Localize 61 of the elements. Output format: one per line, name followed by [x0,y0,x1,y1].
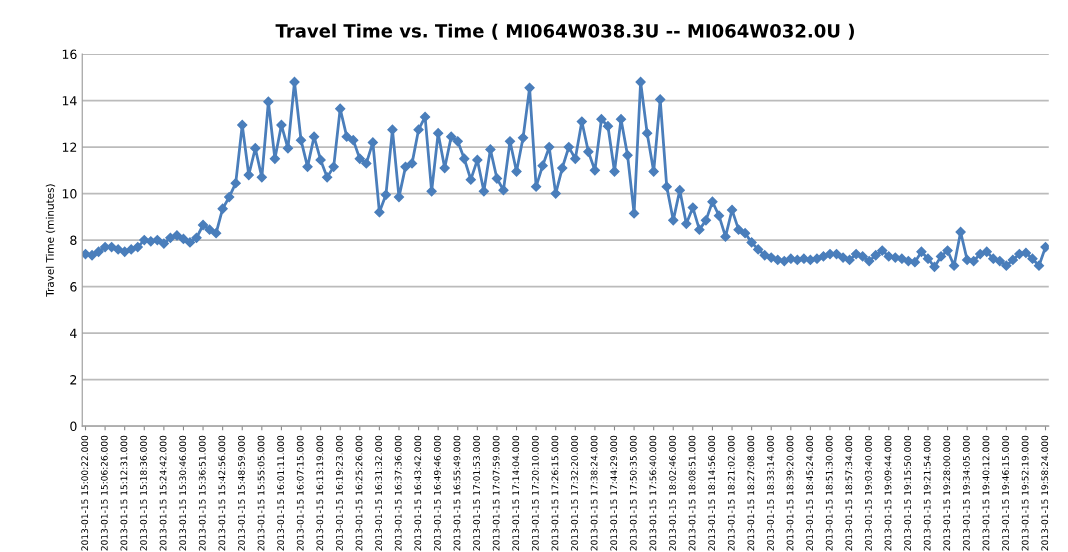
x-tick-label: 2013-01-15 18:51:30.000 [825,435,833,551]
y-tick-label: 0 [70,421,77,432]
x-tick-label: 2013-01-15 16:55:49.000 [453,435,461,551]
x-tick-label: 2013-01-15 17:07:59.000 [492,435,500,551]
x-tick-label: 2013-01-15 15:06:26.000 [100,435,108,551]
x-tick-label: 2013-01-15 15:36:51.000 [198,435,206,551]
x-tick-label: 2013-01-15 16:37:36.000 [394,435,402,551]
y-tick-label: 8 [70,235,77,246]
x-tick-label: 2013-01-15 16:25:26.000 [355,435,363,551]
x-tick-label: 2013-01-15 19:52:19.000 [1021,435,1029,551]
x-tick-label: 2013-01-15 19:28:00.000 [943,435,951,551]
x-tick-label: 2013-01-15 18:02:46.000 [669,435,676,551]
x-tick-label: 2013-01-15 17:50:35.000 [629,435,637,551]
x-tick-label: 2013-01-15 17:01:53.000 [473,435,480,551]
x-tick-label: 2013-01-15 17:20:10.000 [531,435,539,551]
x-tick-label: 2013-01-15 16:01:11.000 [277,435,285,551]
x-tick-label: 2013-01-15 16:19:23.000 [335,435,343,551]
x-tick-label: 2013-01-15 18:21:02.000 [727,435,735,551]
x-tick-label: 2013-01-15 19:09:44.000 [884,435,892,551]
x-tick-label: 2013-01-15 15:30:46.000 [179,435,187,551]
x-tick-label: 2013-01-15 18:27:08.000 [747,435,755,551]
y-axis-title: Travel Time (minutes) [45,184,56,297]
x-tick-label: 2013-01-15 18:57:34.000 [845,435,853,551]
x-tick-label: 2013-01-15 17:44:29.000 [610,435,618,551]
y-tick-label: 6 [70,282,77,292]
x-tick-label: 2013-01-15 19:46:15.000 [1002,435,1009,551]
x-tick-label: 2013-01-15 15:12:31.000 [120,435,128,551]
y-tick-label: 16 [62,49,77,60]
x-tick-label: 2013-01-15 19:40:12.000 [982,435,990,551]
x-tick-label: 2013-01-15 16:07:15.000 [296,435,304,551]
x-tick-label: 2013-01-15 18:45:24.000 [806,435,814,551]
x-tick-label: 2013-01-15 15:55:05.000 [257,435,265,551]
x-tick-label: 2013-01-15 15:42:56.000 [218,435,226,551]
x-tick-label: 2013-01-15 18:33:14.000 [767,435,774,551]
chart-title: Travel Time vs. Time ( MI064W038.3U -- MI064W032.0U ) [275,23,854,40]
x-tick-label: 2013-01-15 15:18:36.000 [140,435,147,551]
x-tick-label: 2013-01-15 18:14:56.000 [708,435,716,551]
x-tick-label: 2013-01-15 17:32:20.000 [571,435,578,551]
x-tick-label: 2013-01-15 16:31:32.000 [375,435,382,551]
y-tick-label: 2 [70,375,77,385]
x-tick-label: 2013-01-15 17:14:04.000 [512,435,520,551]
y-tick-label: 14 [62,96,77,106]
y-tick-label: 4 [70,328,77,338]
x-tick-label: 2013-01-15 19:03:40.000 [864,435,872,551]
x-tick-label: 2013-01-15 18:08:51.000 [688,435,696,551]
x-tick-label: 2013-01-15 18:39:20.000 [786,435,794,551]
x-tick-label: 2013-01-15 15:24:42.000 [159,435,167,551]
x-tick-label: 2013-01-15 16:13:19.000 [316,435,324,551]
x-tick-label: 2013-01-15 17:26:15.000 [551,435,559,551]
x-tick-label: 2013-01-15 17:38:24.000 [590,435,598,551]
y-tick-label: 12 [62,142,77,152]
x-tick-label: 2013-01-15 16:43:42.000 [414,435,422,551]
y-tick-label: 10 [62,189,77,199]
x-tick-label: 2013-01-15 19:34:05.000 [962,435,970,551]
x-tick-label: 2013-01-15 16:49:46.000 [433,435,441,551]
x-tick-label: 2013-01-15 19:21:54.000 [923,435,931,551]
x-tick-label: 2013-01-15 19:15:50.000 [904,435,911,551]
x-tick-label: 2013-01-15 15:00:22.000 [81,435,89,551]
x-tick-label: 2013-01-15 15:48:59.000 [238,435,245,551]
x-tick-label: 2013-01-15 19:58:24.000 [1041,435,1049,551]
x-tick-label: 2013-01-15 17:56:40.000 [649,435,657,551]
